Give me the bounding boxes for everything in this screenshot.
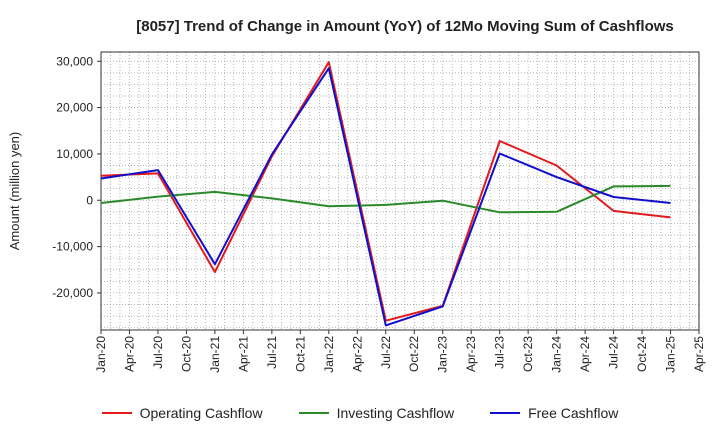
x-tick-label: Apr-20 (122, 336, 136, 372)
legend-label: Free Cashflow (528, 405, 619, 421)
plot-frame (100, 51, 700, 331)
x-tick-label: Oct-22 (407, 336, 421, 372)
legend-swatch (298, 412, 329, 414)
x-tick-label: Apr-22 (350, 336, 364, 372)
x-tick-label: Jul-23 (493, 336, 507, 369)
legend-item-free-cashflow: Free Cashflow (490, 405, 618, 421)
x-tick-label: Jan-24 (550, 336, 564, 373)
x-tick-label: Jan-23 (436, 336, 450, 373)
y-tick-label: 10,000 (56, 147, 93, 161)
axes (100, 51, 700, 331)
x-tick-label: Apr-25 (692, 336, 706, 372)
x-tick-label: Apr-23 (464, 336, 478, 372)
x-tick-label: Jul-21 (265, 336, 279, 369)
y-axis-label: Amount (million yen) (7, 132, 22, 251)
x-tick-label: Jan-20 (94, 336, 108, 373)
legend-label: Operating Cashflow (139, 405, 263, 421)
x-tick-label: Apr-24 (578, 336, 592, 372)
x-tick-label: Oct-20 (179, 336, 193, 372)
x-tick-label: Apr-21 (236, 336, 250, 372)
x-tick-label: Jan-22 (322, 336, 336, 373)
y-tick-label: -20,000 (52, 286, 93, 300)
legend: Operating Cashflow Investing Cashflow Free… (0, 405, 720, 421)
series-line-free-cashflow (100, 67, 671, 327)
series-lines (100, 61, 671, 327)
chart-title: [8057] Trend of Change in Amount (YoY) o… (136, 18, 674, 35)
x-tick-label: Jul-20 (151, 336, 165, 369)
x-tick-labels: Jan-20 Apr-20 Jul-20 Oct-20 Jan-21 Apr-21 Jul-… (94, 330, 706, 373)
legend-item-operating-cashflow: Operating Cashflow (101, 405, 263, 421)
x-tick-label: Jul-24 (607, 336, 621, 369)
x-tick-label: Oct-24 (635, 336, 649, 372)
y-tick-label: -10,000 (52, 240, 93, 254)
y-tick-label: 30,000 (56, 54, 93, 68)
x-tick-label: Jul-22 (379, 336, 393, 369)
y-tick-labels: 30,000 20,000 10,000 0 -10,000 -20,000 (52, 54, 101, 300)
x-tick-label: Jan-21 (208, 336, 222, 373)
y-tick-label: 0 (86, 193, 93, 207)
x-tick-label: Oct-21 (293, 336, 307, 372)
grid (100, 52, 700, 330)
series-line-investing-cashflow (100, 184, 671, 214)
series-line-operating-cashflow (100, 61, 671, 322)
legend-swatch (101, 412, 132, 414)
x-tick-label: Oct-23 (521, 336, 535, 372)
legend-item-investing-cashflow: Investing Cashflow (298, 405, 455, 421)
legend-label: Investing Cashflow (336, 405, 455, 421)
y-tick-label: 20,000 (56, 101, 93, 115)
legend-swatch (490, 412, 521, 414)
x-tick-label: Jan-25 (664, 336, 678, 373)
